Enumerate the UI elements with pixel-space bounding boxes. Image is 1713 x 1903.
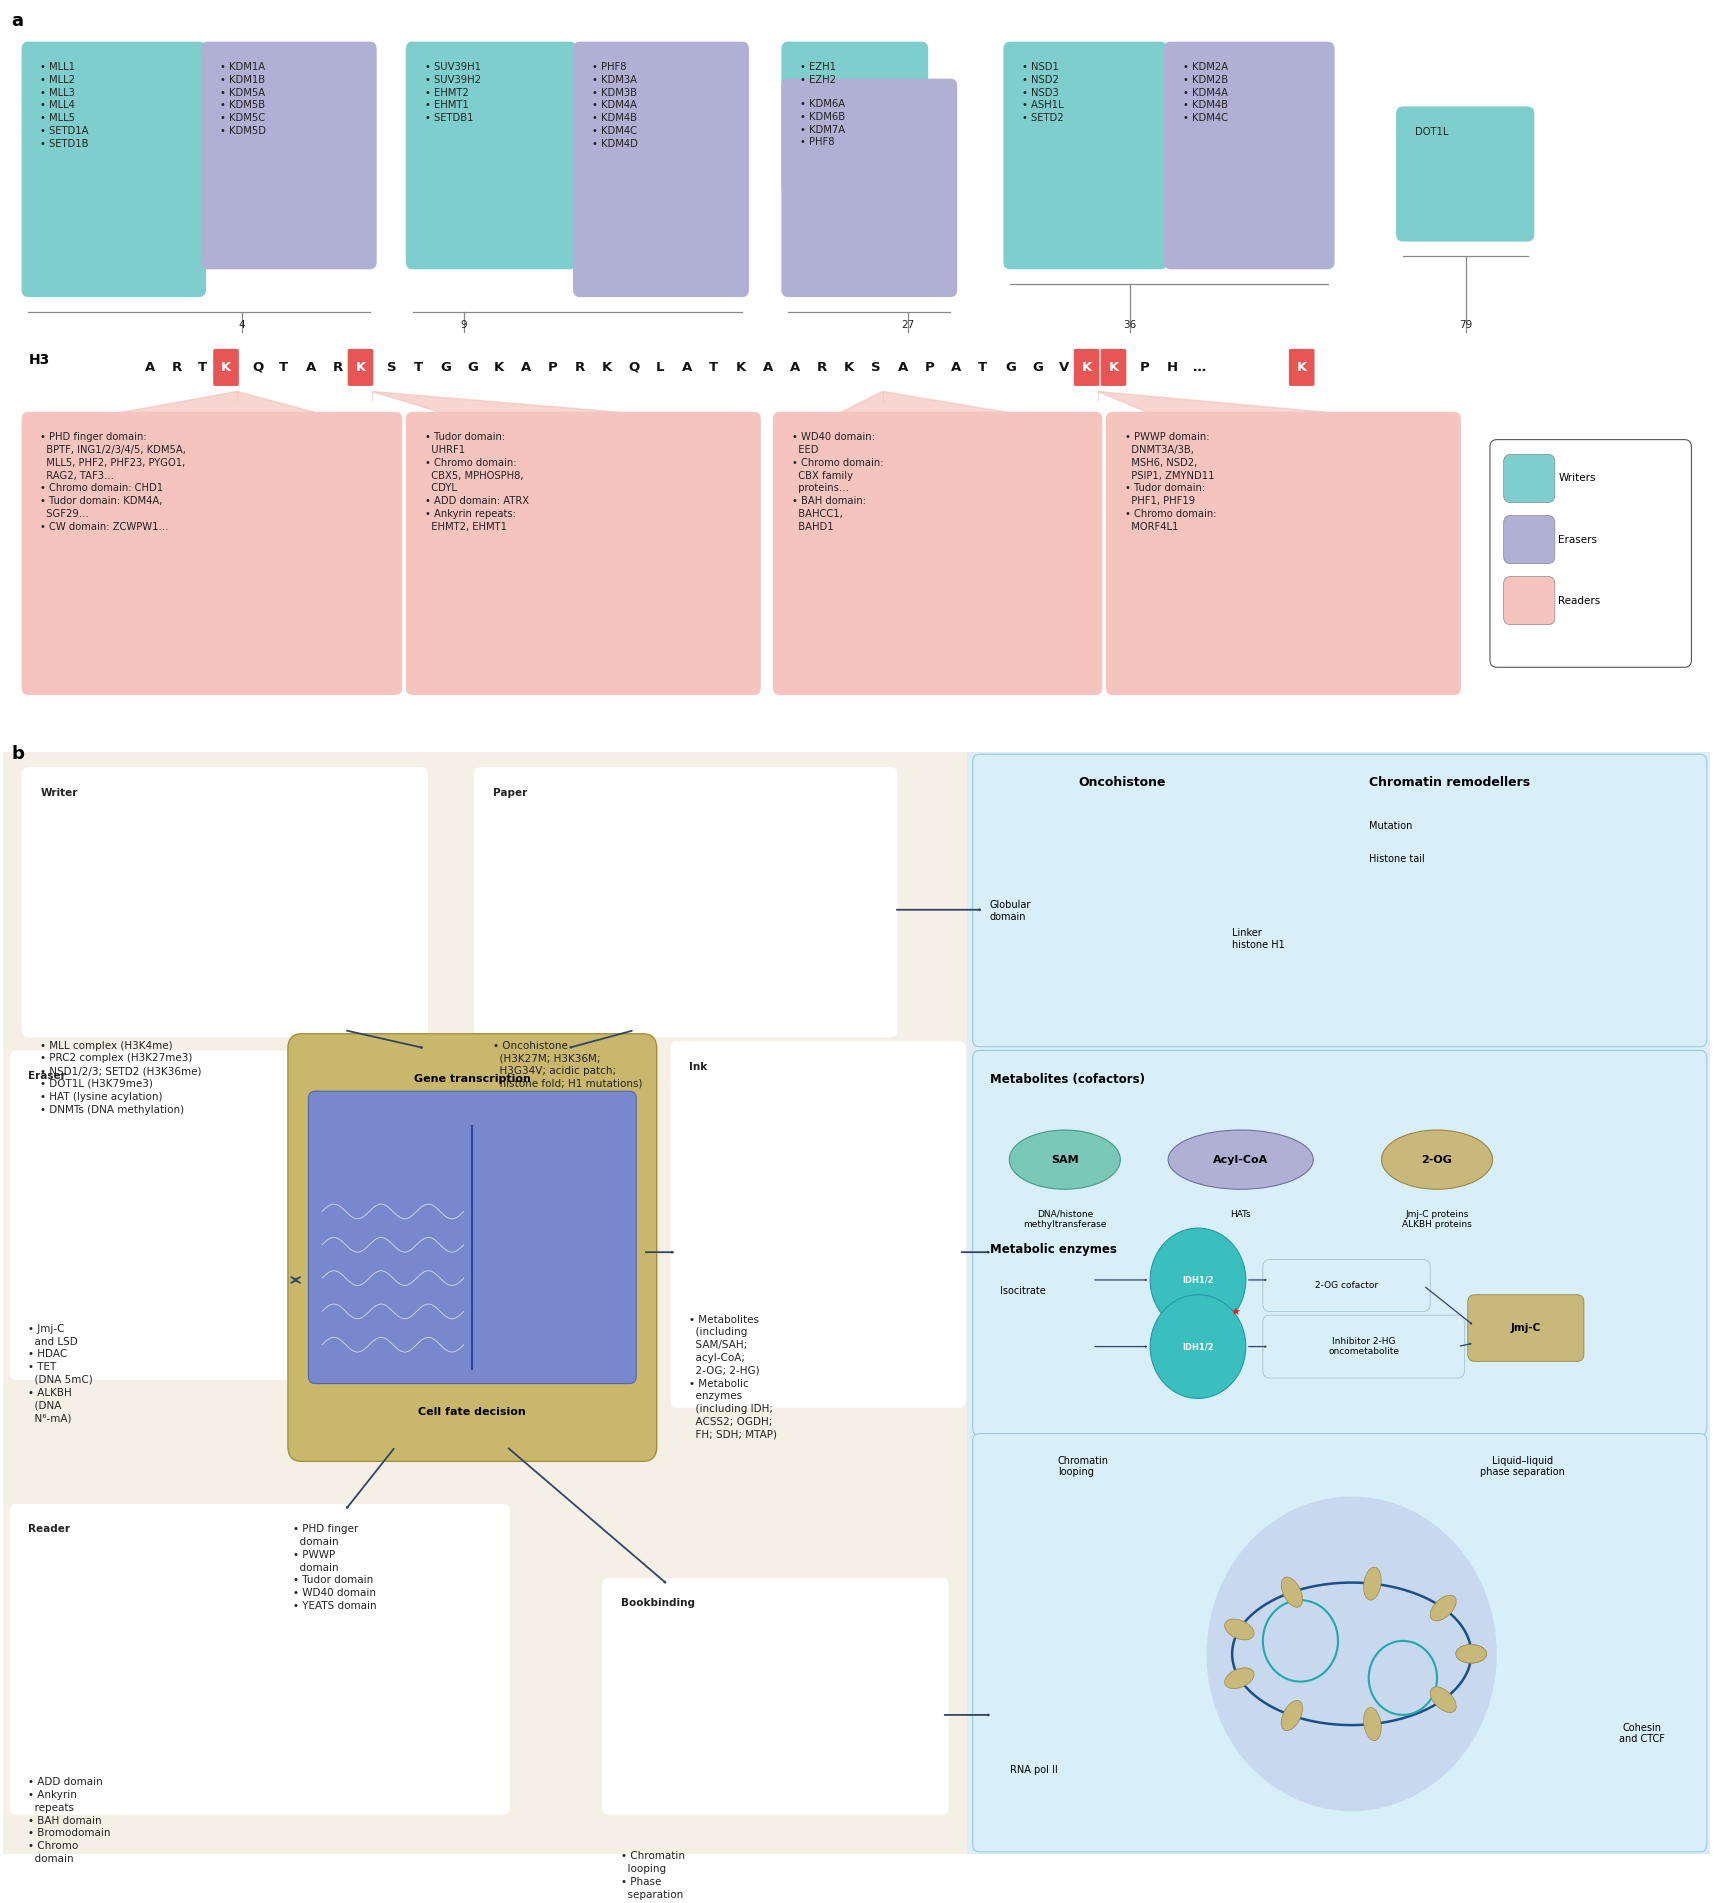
Text: A: A <box>790 362 800 373</box>
Text: T: T <box>978 362 987 373</box>
FancyBboxPatch shape <box>1468 1294 1585 1361</box>
Polygon shape <box>372 392 702 419</box>
Text: R: R <box>576 362 586 373</box>
Text: Jmj-C proteins
ALKBH proteins: Jmj-C proteins ALKBH proteins <box>1403 1210 1471 1229</box>
Text: Eraser: Eraser <box>29 1071 67 1081</box>
FancyBboxPatch shape <box>781 78 958 297</box>
Text: Liquid–liquid
phase separation: Liquid–liquid phase separation <box>1480 1456 1566 1477</box>
Ellipse shape <box>1382 1130 1492 1189</box>
Polygon shape <box>827 392 1048 419</box>
Text: DOT1L: DOT1L <box>1415 128 1447 137</box>
Text: P: P <box>548 362 558 373</box>
Circle shape <box>1149 1227 1245 1332</box>
FancyBboxPatch shape <box>475 767 898 1037</box>
Text: R: R <box>817 362 827 373</box>
FancyBboxPatch shape <box>601 1578 949 1815</box>
Text: • KDM6A
• KDM6B
• KDM7A
• PHF8: • KDM6A • KDM6B • KDM7A • PHF8 <box>800 99 845 147</box>
Text: G: G <box>1006 362 1016 373</box>
Text: R: R <box>332 362 343 373</box>
Text: Linker
histone H1: Linker histone H1 <box>1232 929 1285 950</box>
Text: 9: 9 <box>461 320 468 331</box>
Text: Writers: Writers <box>1559 474 1597 483</box>
Text: • MLL1
• MLL2
• MLL3
• MLL4
• MLL5
• SETD1A
• SETD1B: • MLL1 • MLL2 • MLL3 • MLL4 • MLL5 • SET… <box>41 63 89 148</box>
FancyBboxPatch shape <box>22 42 206 297</box>
Text: • WD40 domain:
  EED
• Chromo domain:
  CBX family
  proteins…
• BAH domain:
  B: • WD40 domain: EED • Chromo domain: CBX … <box>791 432 884 531</box>
Text: …: … <box>1194 362 1206 373</box>
Polygon shape <box>84 392 341 419</box>
Text: H: H <box>1167 362 1177 373</box>
Ellipse shape <box>1364 1707 1381 1741</box>
Text: Mutation: Mutation <box>1369 820 1412 832</box>
Text: 79: 79 <box>1459 320 1473 331</box>
Text: Readers: Readers <box>1559 596 1600 605</box>
Text: • Oncohistone
  (H3K27M; H3K36M;
  H3G34V; acidic patch;
  histone fold; H1 muta: • Oncohistone (H3K27M; H3K36M; H3G34V; a… <box>493 1041 642 1115</box>
FancyBboxPatch shape <box>1504 516 1555 563</box>
Text: b: b <box>12 744 24 763</box>
Text: A: A <box>144 362 154 373</box>
Text: • PHD finger domain:
  BPTF, ING1/2/3/4/5, KDM5A,
  MLL5, PHF2, PHF23, PYGO1,
  : • PHD finger domain: BPTF, ING1/2/3/4/5,… <box>41 432 187 531</box>
Text: RNA pol II: RNA pol II <box>1011 1766 1059 1775</box>
Text: ★: ★ <box>1230 1307 1240 1319</box>
Ellipse shape <box>1225 1667 1254 1688</box>
Text: A: A <box>307 362 317 373</box>
FancyBboxPatch shape <box>1074 348 1100 386</box>
Text: • KDM1A
• KDM1B
• KDM5A
• KDM5B
• KDM5C
• KDM5D: • KDM1A • KDM1B • KDM5A • KDM5B • KDM5C … <box>219 63 266 135</box>
FancyBboxPatch shape <box>348 348 373 386</box>
FancyBboxPatch shape <box>1288 348 1314 386</box>
Text: H3: H3 <box>29 354 50 367</box>
Text: Ink: Ink <box>689 1062 707 1071</box>
FancyBboxPatch shape <box>670 1041 966 1408</box>
Text: A: A <box>762 362 773 373</box>
FancyBboxPatch shape <box>406 411 761 695</box>
Text: • ADD domain
• Ankyrin
  repeats
• BAH domain
• Bromodomain
• Chromo
  domain: • ADD domain • Ankyrin repeats • BAH dom… <box>29 1777 111 1865</box>
Text: K: K <box>355 362 365 373</box>
Polygon shape <box>1098 392 1403 419</box>
Text: Bookbinding: Bookbinding <box>620 1599 695 1608</box>
Text: ON: ON <box>384 809 409 824</box>
Ellipse shape <box>1364 1568 1381 1600</box>
FancyBboxPatch shape <box>973 1433 1706 1852</box>
Text: • MLL complex (H3K4me)
• PRC2 complex (H3K27me3)
• NSD1/2/3; SETD2 (H3K36me)
• D: • MLL complex (H3K4me) • PRC2 complex (H… <box>41 1041 202 1115</box>
FancyBboxPatch shape <box>973 1050 1706 1435</box>
Text: S: S <box>870 362 880 373</box>
Text: R: R <box>171 362 182 373</box>
Text: • NSD1
• NSD2
• NSD3
• ASH1L
• SETD2: • NSD1 • NSD2 • NSD3 • ASH1L • SETD2 <box>1023 63 1064 124</box>
FancyBboxPatch shape <box>200 42 377 270</box>
Text: K: K <box>1108 362 1119 373</box>
FancyBboxPatch shape <box>10 1503 288 1815</box>
FancyBboxPatch shape <box>574 42 749 297</box>
Text: Cohesin
and CTCF: Cohesin and CTCF <box>1619 1722 1665 1745</box>
FancyBboxPatch shape <box>1004 42 1167 270</box>
FancyBboxPatch shape <box>1262 1260 1430 1311</box>
Text: Jmj-C: Jmj-C <box>1511 1323 1542 1334</box>
Text: K: K <box>1081 362 1091 373</box>
Ellipse shape <box>1168 1130 1314 1189</box>
Text: G: G <box>440 362 451 373</box>
Text: 27: 27 <box>901 320 915 331</box>
Ellipse shape <box>1456 1644 1487 1663</box>
Text: Gene transcription: Gene transcription <box>415 1075 531 1085</box>
Text: SAM: SAM <box>1052 1155 1079 1165</box>
FancyBboxPatch shape <box>773 411 1103 695</box>
Bar <box>3 752 968 1854</box>
FancyBboxPatch shape <box>1262 1315 1465 1378</box>
FancyBboxPatch shape <box>1101 348 1125 386</box>
Text: Metabolites (cofactors): Metabolites (cofactors) <box>990 1073 1144 1085</box>
Text: S: S <box>387 362 396 373</box>
Text: 2-OG: 2-OG <box>1422 1155 1453 1165</box>
Text: K: K <box>221 362 231 373</box>
FancyBboxPatch shape <box>973 754 1706 1047</box>
Text: Acyl-CoA: Acyl-CoA <box>1213 1155 1268 1165</box>
Ellipse shape <box>1430 1595 1456 1621</box>
FancyBboxPatch shape <box>406 42 577 270</box>
FancyBboxPatch shape <box>10 1050 296 1380</box>
Ellipse shape <box>1225 1619 1254 1640</box>
Text: G: G <box>1031 362 1043 373</box>
Text: K: K <box>493 362 504 373</box>
Text: K: K <box>845 362 855 373</box>
Text: G: G <box>468 362 478 373</box>
FancyBboxPatch shape <box>1504 455 1555 502</box>
Text: IDH1/2: IDH1/2 <box>1182 1342 1215 1351</box>
FancyBboxPatch shape <box>1490 440 1691 668</box>
Text: a: a <box>12 11 24 30</box>
